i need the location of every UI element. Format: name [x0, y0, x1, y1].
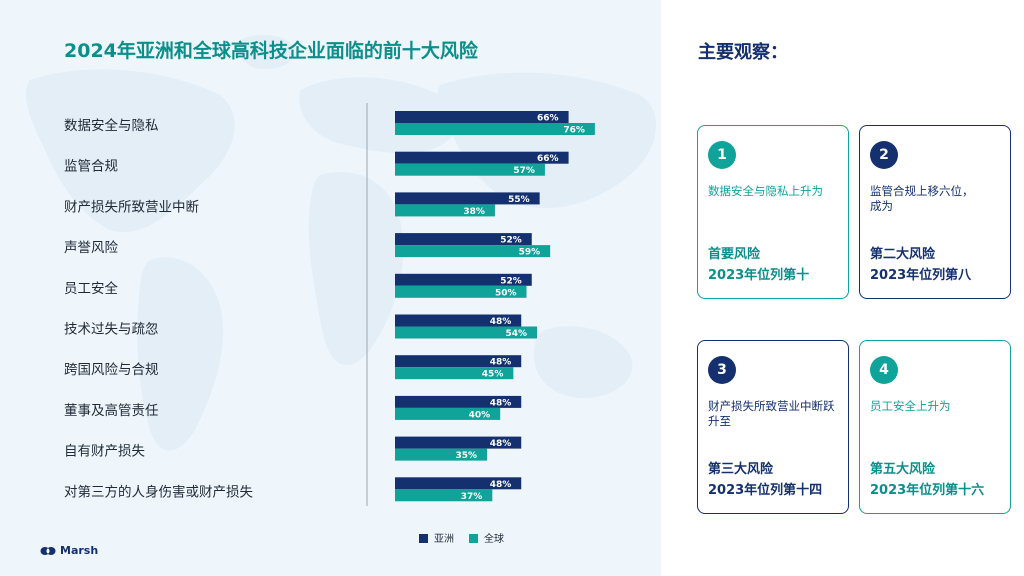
category-label: 数据安全与隐私	[64, 117, 159, 134]
bar-asia	[395, 314, 522, 327]
data-label-global: 35%	[456, 451, 478, 461]
data-label-global: 50%	[495, 288, 517, 298]
bar-global	[395, 245, 551, 258]
data-label-asia: 66%	[537, 154, 559, 164]
card-highlight-previous: 2023年位列第八	[870, 268, 972, 283]
card-description: 数据安全与隐私上升为	[708, 184, 823, 198]
data-label-global: 57%	[513, 166, 535, 176]
bar-asia	[395, 151, 569, 164]
marsh-logo-text: Marsh	[60, 544, 99, 557]
data-label-global: 54%	[505, 329, 527, 339]
marsh-logo: Marsh	[40, 544, 98, 557]
card-highlight-rank: 第五大风险	[870, 462, 936, 477]
card-number-badge: 2	[870, 141, 898, 169]
card-highlight: 首要风险 2023年位列第十	[708, 244, 848, 286]
category-label: 跨国风险与合规	[64, 362, 159, 378]
bar-asia	[395, 395, 522, 408]
bar-asia	[395, 436, 522, 449]
observations-title: 主要观察：	[698, 42, 788, 63]
bar-global	[395, 204, 495, 217]
card-highlight-previous: 2023年位列第十	[708, 268, 810, 283]
bar-global	[395, 489, 493, 502]
observation-card-4: 4 员工安全上升为 第五大风险 2023年位列第十六	[859, 340, 1011, 514]
category-label: 员工安全	[64, 280, 118, 297]
card-number-badge: 4	[870, 356, 898, 384]
bar-global	[395, 407, 501, 420]
bar-global	[395, 163, 545, 176]
category-label: 技术过失与疏忽	[64, 322, 159, 338]
legend-swatch-global	[469, 534, 478, 543]
card-number-badge: 1	[708, 141, 736, 169]
data-label-global: 59%	[519, 248, 541, 258]
bar-chart: 数据安全与隐私 66%76%监管合规 66%57%财产损失所致营业中断 55%38%声…	[64, 103, 595, 545]
card-highlight-rank: 第三大风险	[708, 462, 774, 477]
bar-global	[395, 367, 514, 380]
card-highlight: 第二大风险 2023年位列第八	[870, 244, 1010, 286]
category-label: 董事及高管责任	[64, 402, 159, 419]
bar-asia	[395, 355, 522, 368]
observation-card-3: 3 财产损失所致营业中断跃升至 第三大风险 2023年位列第十四	[697, 340, 849, 514]
data-label-asia: 48%	[490, 358, 512, 368]
bar-asia	[395, 111, 569, 123]
data-label-global: 76%	[563, 126, 585, 136]
world-map-background	[25, 34, 657, 451]
bar-asia	[395, 192, 540, 205]
category-label: 财产损失所致营业中断	[64, 199, 199, 215]
data-label-asia: 48%	[490, 317, 512, 327]
card-highlight-previous: 2023年位列第十四	[708, 483, 823, 498]
card-highlight-rank: 首要风险	[708, 247, 761, 262]
bar-asia	[395, 273, 532, 286]
legend-swatch-asia	[419, 534, 428, 543]
card-highlight: 第三大风险 2023年位列第十四	[708, 459, 848, 501]
card-description: 员工安全上升为	[870, 399, 951, 413]
category-label: 对第三方的人身伤害或财产损失	[64, 483, 253, 500]
data-label-global: 38%	[463, 207, 485, 217]
data-label-asia: 48%	[490, 480, 512, 490]
bar-global	[395, 326, 538, 339]
card-description: 监管合规上移六位，成为	[870, 184, 974, 213]
data-label-asia: 48%	[490, 398, 512, 408]
data-label-global: 37%	[461, 492, 483, 502]
legend-label-global: 全球	[484, 532, 504, 545]
chart-panel: 2024年亚洲和全球高科技企业面临的前十大风险 数据安全与隐私 66% 76% 监管合…	[0, 0, 661, 576]
legend-label-asia: 亚洲	[434, 533, 454, 545]
data-label-global: 40%	[469, 410, 491, 420]
data-label-asia: 48%	[490, 439, 512, 449]
card-description: 财产损失所致营业中断跃升至	[708, 399, 835, 428]
bar-global	[395, 285, 527, 298]
observation-card-1: 1 数据安全与隐私上升为 首要风险 2023年位列第十	[697, 125, 849, 299]
card-highlight: 第五大风险 2023年位列第十六	[870, 459, 1010, 501]
marsh-logo-icon	[40, 546, 56, 555]
category-label: 声誉风险	[64, 240, 118, 256]
card-number-badge: 3	[708, 356, 736, 384]
observation-card-2: 2 监管合规上移六位，成为 第二大风险 2023年位列第八	[859, 125, 1011, 299]
card-highlight-rank: 第二大风险	[870, 247, 936, 262]
card-highlight-previous: 2023年位列第十六	[870, 483, 985, 498]
data-label-asia: 55%	[508, 195, 530, 205]
bar-asia	[395, 233, 532, 246]
bar-global	[395, 448, 488, 461]
chart-title: 2024年亚洲和全球高科技企业面临的前十大风险	[64, 40, 478, 62]
data-label-asia: 52%	[500, 236, 522, 246]
category-label: 监管合规	[64, 159, 118, 175]
data-label-asia: 52%	[500, 276, 522, 286]
data-label-asia: 66%	[537, 114, 559, 124]
bar-asia	[395, 477, 522, 490]
data-label-global: 45%	[482, 370, 504, 380]
category-label: 自有财产损失	[64, 444, 145, 460]
bar-global	[395, 123, 595, 135]
